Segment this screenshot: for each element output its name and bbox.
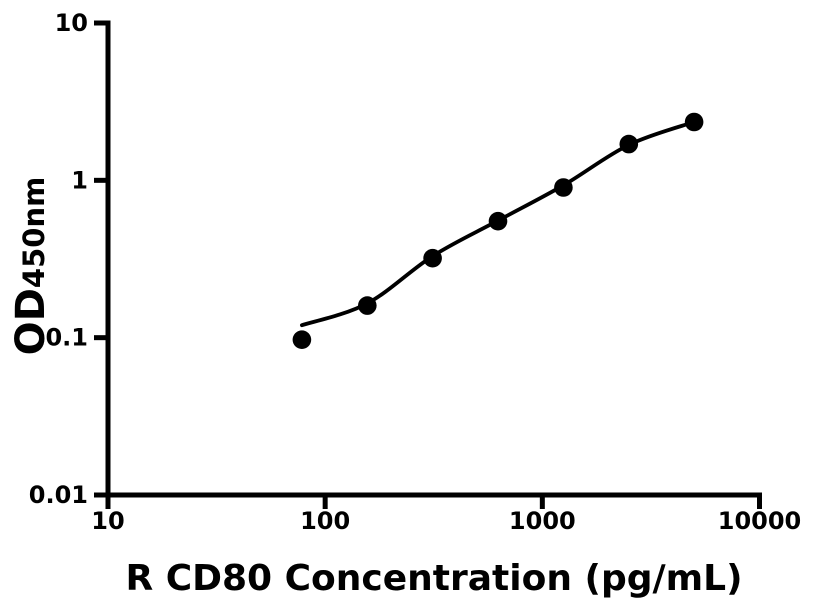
- y-axis-title-main: OD: [8, 288, 54, 356]
- x-tick-label: 10000: [718, 507, 802, 535]
- data-point: [358, 296, 377, 315]
- y-axis-title-subscript: 450nm: [17, 176, 51, 289]
- data-point: [423, 248, 442, 268]
- data-point: [488, 211, 508, 231]
- x-tick-label: 1000: [509, 507, 576, 535]
- x-axis-title: R CD80 Concentration (pg/mL): [125, 558, 743, 599]
- x-tick-label: 10: [91, 507, 124, 535]
- y-tick-label: 10: [55, 9, 88, 37]
- data-point: [684, 112, 704, 132]
- y-tick-label: 0.01: [29, 481, 88, 509]
- y-tick-label: 0.1: [45, 324, 88, 352]
- data-point: [554, 178, 573, 197]
- data-point: [292, 330, 312, 350]
- x-tick-label: 100: [300, 507, 350, 535]
- axes-spines: [105, 20, 762, 498]
- y-axis-title: OD450nm: [8, 177, 54, 356]
- y-tick-label: 1: [71, 166, 88, 194]
- data-point: [619, 134, 639, 154]
